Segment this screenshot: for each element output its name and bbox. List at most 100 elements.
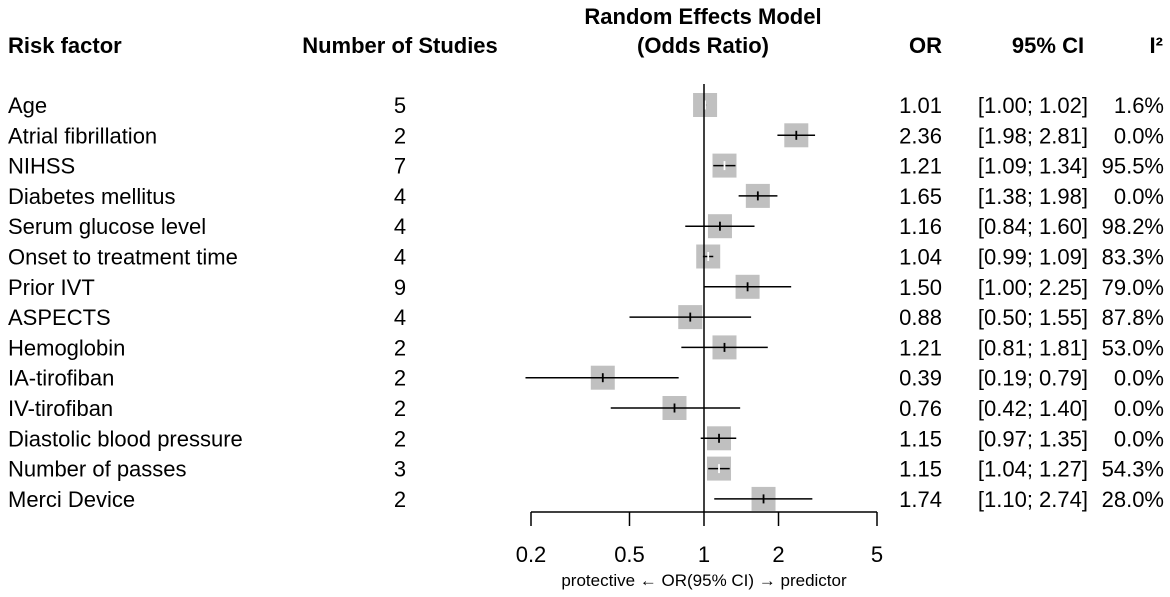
or-value: 1.04 [899,245,942,270]
or-value: 1.50 [899,275,942,300]
risk-factor-label: Onset to treatment time [8,245,238,270]
i2-value: 87.8% [1102,305,1164,330]
or-value: 1.21 [899,154,942,179]
ci-value: [1.00; 2.25] [978,275,1088,300]
ci-value: [1.04; 1.27] [978,457,1088,482]
i2-value: 79.0% [1102,275,1164,300]
or-value: 0.88 [899,305,942,330]
chart-title-line1: Random Effects Model [584,4,821,29]
ci-value: [1.10; 2.74] [978,487,1088,512]
i2-value: 0.0% [1114,123,1164,148]
study-count: 7 [394,154,406,179]
risk-factor-label: Hemoglobin [8,335,125,360]
or-value: 1.15 [899,426,942,451]
risk-factor-label: NIHSS [8,154,75,179]
x-axis: 0.2 0.5 1 2 5 [516,511,883,567]
ci-value: [1.98; 2.81] [978,123,1088,148]
x-axis-label: protective ← OR(95% CI) → predictor [561,571,847,590]
i2-value: 0.0% [1114,184,1164,209]
or-value: 1.15 [899,457,942,482]
i2-value: 28.0% [1102,487,1164,512]
i2-value: 0.0% [1114,366,1164,391]
risk-factor-label: Number of passes [8,457,187,482]
study-count: 4 [394,245,406,270]
forest-row: Diabetes mellitus 4 1.65 [1.38; 1.98] 0.0% [8,183,1164,209]
i2-value: 83.3% [1102,245,1164,270]
risk-factor-label: Prior IVT [8,275,95,300]
risk-factor-label: Diabetes mellitus [8,184,176,209]
study-count: 4 [394,184,406,209]
risk-factor-label: IA-tirofiban [8,366,114,391]
risk-factor-label: IV-tirofiban [8,396,113,421]
forest-row: NIHSS 7 1.21 [1.09; 1.34] 95.5% [8,153,1164,179]
study-count: 2 [394,487,406,512]
chart-title-line2: (Odds Ratio) [637,33,769,58]
ci-value: [1.00; 1.02] [978,93,1088,118]
header-95-ci: 95% CI [1012,33,1084,58]
study-count: 2 [394,335,406,360]
or-value: 1.01 [899,93,942,118]
ci-value: [0.97; 1.35] [978,426,1088,451]
ci-value: [0.99; 1.09] [978,245,1088,270]
header-i2: I² [1150,33,1163,58]
x-tick-label: 1 [698,542,710,567]
or-value: 1.65 [899,184,942,209]
or-value: 2.36 [899,123,942,148]
i2-value: 54.3% [1102,457,1164,482]
ci-value: [0.19; 0.79] [978,366,1088,391]
ci-value: [1.09; 1.34] [978,154,1088,179]
x-tick-label: 5 [871,542,883,567]
study-count: 2 [394,123,406,148]
forest-rows: Age 5 1.01 [1.00; 1.02] 1.6% Atrial fibrillat… [8,93,1164,512]
forest-row: Merci Device 2 1.74 [1.10; 2.74] 28.0% [8,486,1164,512]
or-value: 1.21 [899,335,942,360]
or-value: 0.39 [899,366,942,391]
i2-value: 0.0% [1114,426,1164,451]
i2-value: 98.2% [1102,214,1164,239]
i2-value: 95.5% [1102,154,1164,179]
forest-row: Age 5 1.01 [1.00; 1.02] 1.6% [8,93,1164,118]
study-count: 2 [394,366,406,391]
forest-row: Serum glucose level 4 1.16 [0.84; 1.60] 98.2… [8,214,1164,239]
or-value: 1.16 [899,214,942,239]
header-risk-factor: Risk factor [8,33,122,58]
or-value: 0.76 [899,396,942,421]
x-tick-label: 0.2 [516,542,547,567]
risk-factor-label: Atrial fibrillation [8,123,157,148]
or-value: 1.74 [899,487,942,512]
i2-value: 53.0% [1102,335,1164,360]
forest-row: Atrial fibrillation 2 2.36 [1.98; 2.81] 0.0% [8,123,1164,148]
ci-value: [0.42; 1.40] [978,396,1088,421]
forest-row: Onset to treatment time 4 1.04 [0.99; 1.09]… [8,244,1164,270]
x-tick-label: 2 [772,542,784,567]
forest-row: IA-tirofiban 2 0.39 [0.19; 0.79] 0.0% [8,365,1164,391]
risk-factor-label: Diastolic blood pressure [8,426,243,451]
forest-row: Hemoglobin 2 1.21 [0.81; 1.81] 53.0% [8,335,1164,360]
i2-value: 1.6% [1114,93,1164,118]
study-count: 3 [394,457,406,482]
forest-row: Prior IVT 9 1.50 [1.00; 2.25] 79.0% [8,274,1164,300]
ci-value: [0.84; 1.60] [978,214,1088,239]
x-tick-label: 0.5 [614,542,645,567]
header-or: OR [909,33,942,58]
study-count: 9 [394,275,406,300]
forest-row: IV-tirofiban 2 0.76 [0.42; 1.40] 0.0% [8,396,1164,421]
risk-factor-label: Age [8,93,47,118]
risk-factor-label: ASPECTS [8,305,111,330]
header-number-of-studies: Number of Studies [302,33,498,58]
study-count: 2 [394,426,406,451]
forest-row: Number of passes 3 1.15 [1.04; 1.27] 54.3% [8,456,1164,482]
ci-value: [0.81; 1.81] [978,335,1088,360]
i2-value: 0.0% [1114,396,1164,421]
study-count: 2 [394,396,406,421]
risk-factor-label: Merci Device [8,487,135,512]
ci-value: [1.38; 1.98] [978,184,1088,209]
forest-row: Diastolic blood pressure 2 1.15 [0.97; 1.35… [8,426,1164,451]
risk-factor-label: Serum glucose level [8,214,206,239]
forest-row: ASPECTS 4 0.88 [0.50; 1.55] 87.8% [8,305,1164,330]
study-count: 5 [394,93,406,118]
ci-value: [0.50; 1.55] [978,305,1088,330]
study-count: 4 [394,305,406,330]
study-count: 4 [394,214,406,239]
